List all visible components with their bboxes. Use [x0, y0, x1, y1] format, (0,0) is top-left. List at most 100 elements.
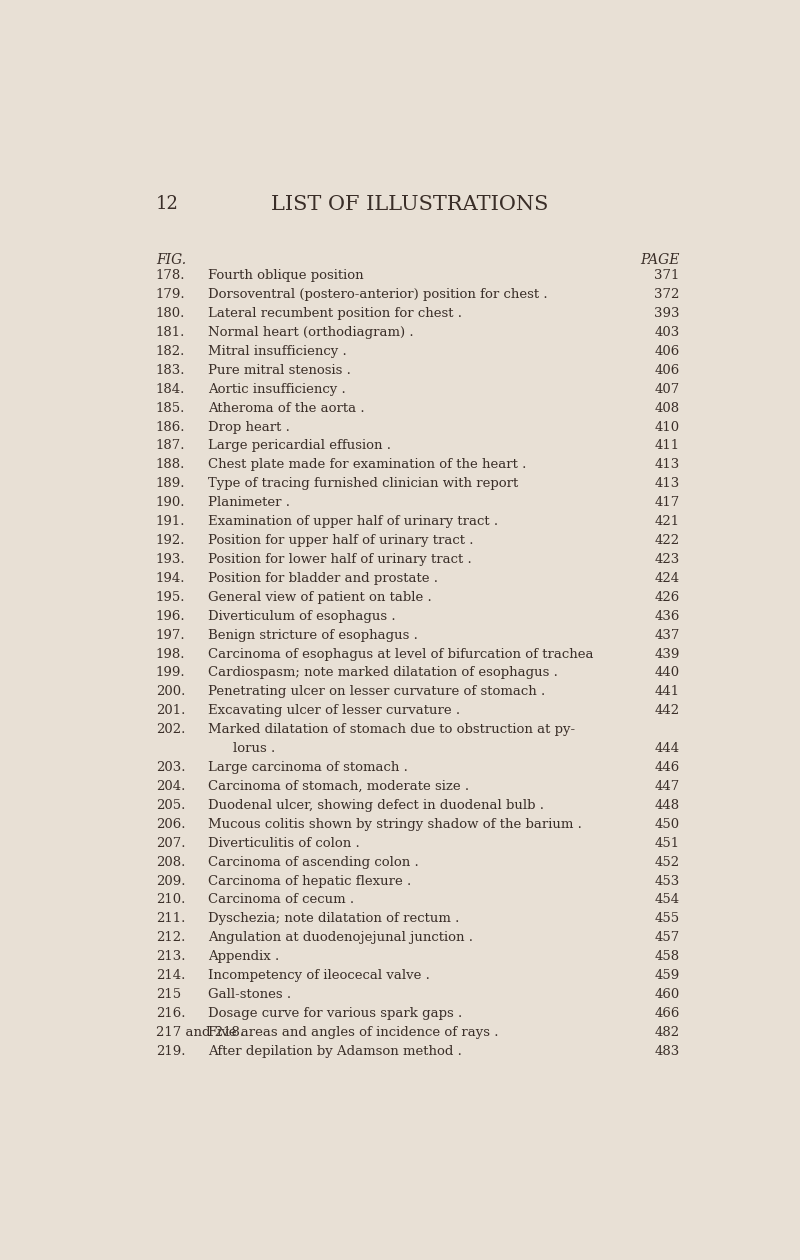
Text: 450: 450 [654, 818, 680, 830]
Text: 195.: 195. [156, 591, 186, 604]
Text: 436: 436 [654, 610, 680, 622]
Text: 393: 393 [654, 307, 680, 320]
Text: Incompetency of ileocecal valve .: Incompetency of ileocecal valve . [209, 969, 430, 982]
Text: 205.: 205. [156, 799, 185, 811]
Text: 181.: 181. [156, 326, 185, 339]
Text: 219.: 219. [156, 1045, 186, 1058]
Text: 422: 422 [654, 534, 680, 547]
Text: 444: 444 [654, 742, 680, 755]
Text: 482: 482 [654, 1026, 680, 1039]
Text: 180.: 180. [156, 307, 185, 320]
Text: 446: 446 [654, 761, 680, 774]
Text: 197.: 197. [156, 629, 186, 641]
Text: 408: 408 [654, 402, 680, 415]
Text: 417: 417 [654, 496, 680, 509]
Text: 454: 454 [654, 893, 680, 906]
Text: 447: 447 [654, 780, 680, 793]
Text: 466: 466 [654, 1007, 680, 1021]
Text: 411: 411 [654, 440, 680, 452]
Text: Normal heart (orthodiagram) .: Normal heart (orthodiagram) . [209, 326, 414, 339]
Text: Benign stricture of esophagus .: Benign stricture of esophagus . [209, 629, 418, 641]
Text: 215: 215 [156, 988, 181, 1002]
Text: 206.: 206. [156, 818, 186, 830]
Text: 199.: 199. [156, 667, 186, 679]
Text: Atheroma of the aorta .: Atheroma of the aorta . [209, 402, 365, 415]
Text: Five areas and angles of incidence of rays .: Five areas and angles of incidence of ra… [209, 1026, 499, 1039]
Text: 216.: 216. [156, 1007, 186, 1021]
Text: Position for upper half of urinary tract .: Position for upper half of urinary tract… [209, 534, 474, 547]
Text: Dyschezia; note dilatation of rectum .: Dyschezia; note dilatation of rectum . [209, 912, 460, 925]
Text: 460: 460 [654, 988, 680, 1002]
Text: 207.: 207. [156, 837, 186, 849]
Text: 451: 451 [654, 837, 680, 849]
Text: 217 and 218.: 217 and 218. [156, 1026, 244, 1039]
Text: Carcinoma of stomach, moderate size .: Carcinoma of stomach, moderate size . [209, 780, 470, 793]
Text: Position for lower half of urinary tract .: Position for lower half of urinary tract… [209, 553, 472, 566]
Text: 371: 371 [654, 270, 680, 282]
Text: Carcinoma of hepatic flexure .: Carcinoma of hepatic flexure . [209, 874, 412, 887]
Text: Excavating ulcer of lesser curvature .: Excavating ulcer of lesser curvature . [209, 704, 461, 717]
Text: Carcinoma of ascending colon .: Carcinoma of ascending colon . [209, 856, 419, 868]
Text: Dosage curve for various spark gaps .: Dosage curve for various spark gaps . [209, 1007, 462, 1021]
Text: Chest plate made for examination of the heart .: Chest plate made for examination of the … [209, 459, 527, 471]
Text: 437: 437 [654, 629, 680, 641]
Text: 193.: 193. [156, 553, 186, 566]
Text: 452: 452 [654, 856, 680, 868]
Text: LIST OF ILLUSTRATIONS: LIST OF ILLUSTRATIONS [271, 195, 549, 214]
Text: 202.: 202. [156, 723, 185, 736]
Text: 457: 457 [654, 931, 680, 944]
Text: 426: 426 [654, 591, 680, 604]
Text: 200.: 200. [156, 685, 185, 698]
Text: PAGE: PAGE [640, 253, 680, 267]
Text: Mucous colitis shown by stringy shadow of the barium .: Mucous colitis shown by stringy shadow o… [209, 818, 582, 830]
Text: Large carcinoma of stomach .: Large carcinoma of stomach . [209, 761, 408, 774]
Text: 413: 413 [654, 478, 680, 490]
Text: Appendix .: Appendix . [209, 950, 280, 963]
Text: 439: 439 [654, 648, 680, 660]
Text: 178.: 178. [156, 270, 186, 282]
Text: Drop heart .: Drop heart . [209, 421, 290, 433]
Text: Diverticulitis of colon .: Diverticulitis of colon . [209, 837, 360, 849]
Text: Diverticulum of esophagus .: Diverticulum of esophagus . [209, 610, 396, 622]
Text: 194.: 194. [156, 572, 186, 585]
Text: 459: 459 [654, 969, 680, 982]
Text: 458: 458 [654, 950, 680, 963]
Text: 448: 448 [654, 799, 680, 811]
Text: 203.: 203. [156, 761, 186, 774]
Text: 210.: 210. [156, 893, 185, 906]
Text: 179.: 179. [156, 289, 186, 301]
Text: Marked dilatation of stomach due to obstruction at py-: Marked dilatation of stomach due to obst… [209, 723, 576, 736]
Text: 372: 372 [654, 289, 680, 301]
Text: 190.: 190. [156, 496, 186, 509]
Text: 187.: 187. [156, 440, 186, 452]
Text: 407: 407 [654, 383, 680, 396]
Text: Mitral insufficiency .: Mitral insufficiency . [209, 345, 347, 358]
Text: lorus .: lorus . [234, 742, 275, 755]
Text: Angulation at duodenojejunal junction .: Angulation at duodenojejunal junction . [209, 931, 474, 944]
Text: After depilation by Adamson method .: After depilation by Adamson method . [209, 1045, 462, 1058]
Text: 441: 441 [654, 685, 680, 698]
Text: Examination of upper half of urinary tract .: Examination of upper half of urinary tra… [209, 515, 498, 528]
Text: 453: 453 [654, 874, 680, 887]
Text: 214.: 214. [156, 969, 185, 982]
Text: 185.: 185. [156, 402, 185, 415]
Text: 191.: 191. [156, 515, 186, 528]
Text: 403: 403 [654, 326, 680, 339]
Text: Carcinoma of cecum .: Carcinoma of cecum . [209, 893, 354, 906]
Text: 406: 406 [654, 345, 680, 358]
Text: 204.: 204. [156, 780, 185, 793]
Text: Carcinoma of esophagus at level of bifurcation of trachea: Carcinoma of esophagus at level of bifur… [209, 648, 594, 660]
Text: 406: 406 [654, 364, 680, 377]
Text: 213.: 213. [156, 950, 186, 963]
Text: Large pericardial effusion .: Large pericardial effusion . [209, 440, 391, 452]
Text: 442: 442 [654, 704, 680, 717]
Text: Type of tracing furnished clinician with report: Type of tracing furnished clinician with… [209, 478, 518, 490]
Text: 410: 410 [654, 421, 680, 433]
Text: 209.: 209. [156, 874, 186, 887]
Text: Fourth oblique position: Fourth oblique position [209, 270, 364, 282]
Text: 424: 424 [654, 572, 680, 585]
Text: 455: 455 [654, 912, 680, 925]
Text: 201.: 201. [156, 704, 185, 717]
Text: 182.: 182. [156, 345, 185, 358]
Text: Dorsoventral (postero-anterior) position for chest .: Dorsoventral (postero-anterior) position… [209, 289, 548, 301]
